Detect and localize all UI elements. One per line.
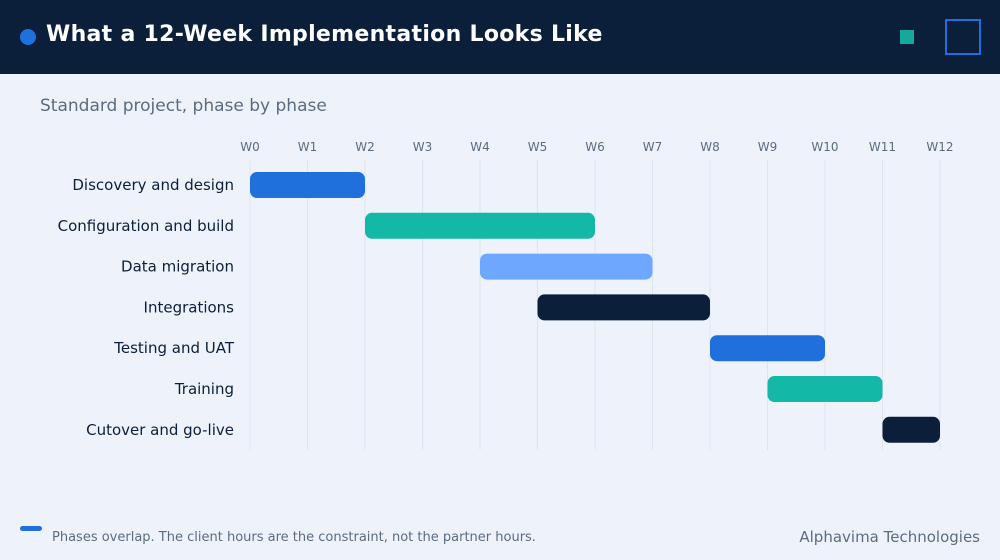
chart-subtitle: Standard project, phase by phase <box>40 96 327 116</box>
x-tick-label: W4 <box>470 140 490 154</box>
task-bar <box>250 172 365 198</box>
page-title: What a 12-Week Implementation Looks Like <box>46 22 603 47</box>
x-tick-label: W3 <box>413 140 433 154</box>
task-bar <box>767 376 883 402</box>
task-bar <box>710 335 825 362</box>
task-bar <box>537 294 710 321</box>
x-tick-label: W10 <box>811 140 838 154</box>
x-tick-label: W11 <box>869 140 896 154</box>
task-label: Discovery and design <box>72 176 234 194</box>
task-bar <box>882 416 940 443</box>
header-bar: What a 12-Week Implementation Looks Like <box>0 0 1000 74</box>
x-tick-label: W5 <box>528 140 548 154</box>
outlined-square-icon <box>945 19 981 55</box>
x-tick-label: W1 <box>298 140 318 154</box>
task-label: Integrations <box>144 298 235 316</box>
x-tick-label: W6 <box>585 140 605 154</box>
footer-accent-bar <box>20 526 42 531</box>
task-bar <box>480 253 653 280</box>
task-label: Data migration <box>121 258 234 276</box>
task-label: Cutover and go-live <box>86 421 234 439</box>
task-label: Training <box>174 380 234 398</box>
task-bar <box>365 212 595 239</box>
footer-note: Phases overlap. The client hours are the… <box>52 530 536 545</box>
x-tick-label: W9 <box>758 140 778 154</box>
header-dot-icon <box>20 29 36 45</box>
x-tick-label: W7 <box>643 140 663 154</box>
task-label: Testing and UAT <box>113 339 235 357</box>
teal-square-icon <box>900 30 914 44</box>
x-tick-label: W0 <box>240 140 260 154</box>
x-tick-label: W12 <box>926 140 953 154</box>
x-tick-label: W2 <box>355 140 375 154</box>
brand-name: Alphavima Technologies <box>799 528 980 546</box>
task-label: Configuration and build <box>58 217 234 235</box>
x-tick-label: W8 <box>700 140 720 154</box>
